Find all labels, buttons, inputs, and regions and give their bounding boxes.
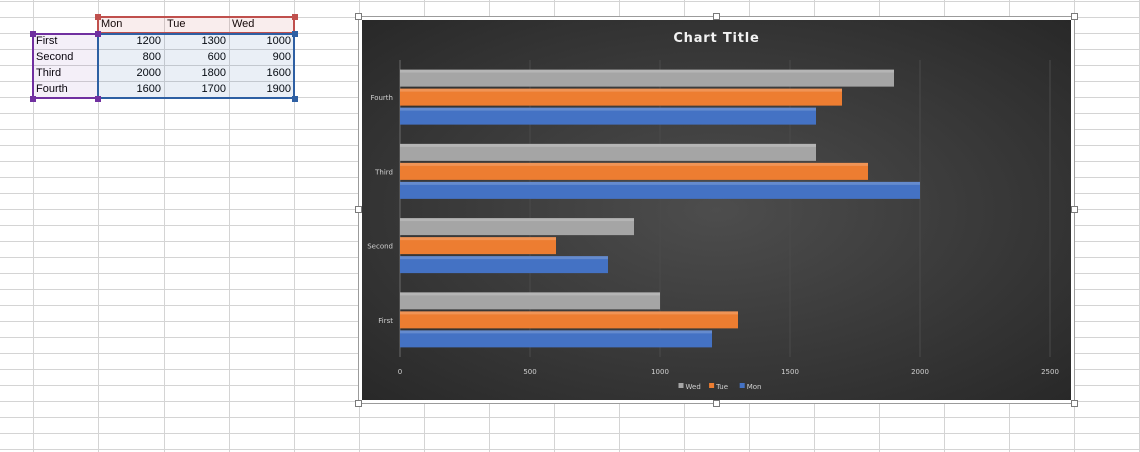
bar-highlight (400, 69, 894, 73)
bar-wed-first[interactable] (400, 292, 660, 310)
legend-label-wed[interactable]: Wed (686, 383, 701, 391)
category-label-second: Second (367, 243, 393, 251)
range-handle[interactable] (95, 31, 101, 37)
value-cell[interactable]: 1000 (266, 35, 291, 47)
chart-title[interactable]: Chart Title (673, 31, 759, 46)
range-handle[interactable] (30, 31, 36, 37)
bar-mon-second[interactable] (400, 256, 608, 274)
chart-resize-handle-top[interactable] (713, 13, 720, 20)
bar-wed-third[interactable] (400, 143, 816, 161)
bar-tue-fourth[interactable] (400, 88, 842, 106)
chart-resize-handle-right[interactable] (1071, 206, 1078, 213)
bar-highlight (400, 292, 660, 296)
row-label-cell[interactable]: Second (36, 51, 74, 63)
bar-highlight (400, 237, 556, 241)
x-tick-label: 2000 (911, 368, 929, 376)
value-cell[interactable]: 1800 (201, 67, 226, 79)
category-label-first: First (378, 317, 393, 325)
bar-highlight (400, 311, 738, 315)
bar-tue-third[interactable] (400, 162, 868, 180)
value-cell[interactable]: 1600 (266, 67, 291, 79)
bar-mon-first[interactable] (400, 330, 712, 348)
x-tick-label: 0 (398, 368, 402, 376)
chart-canvas[interactable]: Chart Title 0 500 1000 1500 2000 2500 First Seco… (362, 20, 1071, 400)
value-cell[interactable]: 800 (142, 51, 161, 63)
bar-highlight (400, 107, 816, 111)
chart-resize-handle-bottom-left[interactable] (355, 400, 362, 407)
chart-resize-handle-left[interactable] (355, 206, 362, 213)
range-handle[interactable] (292, 31, 298, 37)
value-cell[interactable]: 1600 (136, 83, 161, 95)
legend-label-mon[interactable]: Mon (747, 383, 762, 391)
x-tick-label: 500 (523, 368, 536, 376)
bar-mon-fourth[interactable] (400, 107, 816, 125)
chart-resize-handle-top-right[interactable] (1071, 13, 1078, 20)
bar-highlight (400, 143, 816, 147)
bar-highlight (400, 256, 608, 260)
value-cell[interactable]: 600 (207, 51, 226, 63)
bar-highlight (400, 181, 920, 185)
bar-highlight (400, 330, 712, 334)
legend-label-tue[interactable]: Tue (715, 383, 728, 391)
x-tick-label: 1500 (781, 368, 799, 376)
bar-highlight (400, 218, 634, 222)
row-label-cell[interactable]: Fourth (36, 83, 68, 95)
value-cell[interactable]: 1200 (136, 35, 161, 47)
header-cell-mon[interactable]: Mon (101, 18, 123, 30)
header-cell-tue[interactable]: Tue (167, 18, 186, 30)
range-handle[interactable] (95, 96, 101, 102)
range-handle[interactable] (292, 14, 298, 20)
range-handle[interactable] (30, 96, 36, 102)
row-label-cell[interactable]: Third (36, 67, 62, 79)
header-cell-wed[interactable]: Wed (232, 18, 255, 30)
embedded-bar-chart[interactable]: Chart Title 0 500 1000 1500 2000 2500 First Seco… (358, 16, 1075, 404)
value-cell[interactable]: 900 (272, 51, 291, 63)
bar-highlight (400, 162, 868, 166)
legend-swatch-mon (739, 383, 745, 388)
row-label-cell[interactable]: First (36, 35, 58, 47)
x-tick-label: 2500 (1041, 368, 1059, 376)
chart-resize-handle-top-left[interactable] (355, 13, 362, 20)
range-handle[interactable] (95, 14, 101, 20)
legend-swatch-tue (709, 383, 715, 388)
value-cell[interactable]: 2000 (136, 67, 161, 79)
value-cell[interactable]: 1700 (201, 83, 226, 95)
bar-tue-first[interactable] (400, 311, 738, 329)
legend-swatch-wed (678, 383, 684, 388)
range-handle[interactable] (292, 96, 298, 102)
category-label-third: Third (374, 168, 393, 176)
value-cell[interactable]: 1900 (266, 83, 291, 95)
bar-wed-second[interactable] (400, 218, 634, 236)
bar-mon-third[interactable] (400, 181, 920, 199)
x-tick-label: 1000 (651, 368, 669, 376)
value-cell[interactable]: 1300 (201, 35, 226, 47)
bar-wed-fourth[interactable] (400, 69, 894, 87)
chart-resize-handle-bottom[interactable] (713, 400, 720, 407)
category-label-fourth: Fourth (370, 94, 393, 102)
chart-resize-handle-bottom-right[interactable] (1071, 400, 1078, 407)
bar-tue-second[interactable] (400, 237, 556, 255)
bar-highlight (400, 88, 842, 92)
